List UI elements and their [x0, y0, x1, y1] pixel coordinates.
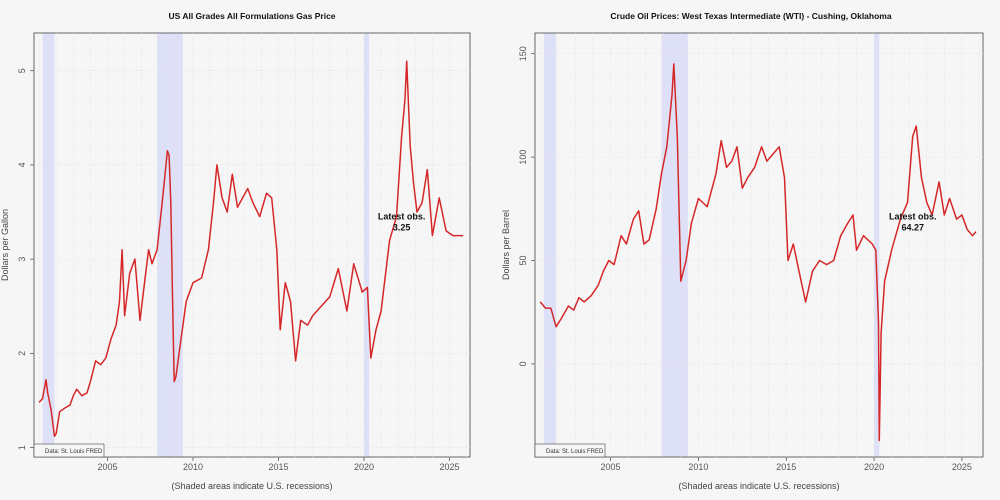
- wti-y-tick-label: 0: [518, 361, 528, 366]
- gas-recession-band: [157, 33, 183, 457]
- gas-x-tick-label: 2015: [268, 462, 288, 472]
- gas-x-axis-label: (Shaded areas indicate U.S. recessions): [171, 481, 332, 491]
- gas-latest-value: 3.25: [393, 222, 411, 232]
- wti-source-note: Data: St. Louis FRED: [546, 449, 604, 455]
- gas-plot-frame: [33, 32, 471, 458]
- gas-source-note: Data: St. Louis FRED: [45, 449, 103, 455]
- gas-y-ticks: 1 2 3 4 5: [17, 68, 34, 450]
- gas-y-tick-label: 2: [17, 351, 27, 356]
- gas-y-tick-label: 4: [17, 162, 27, 167]
- wti-recession-band: [543, 33, 557, 457]
- wti-recession-band: [874, 33, 880, 457]
- wti-panel: Crude Oil Prices: West Texas Intermediat…: [501, 11, 984, 491]
- gas-y-tick-label: 5: [17, 68, 27, 73]
- wti-y-tick-label: 100: [518, 150, 528, 165]
- wti-x-ticks: 2005 2010 2015 2020 2025: [601, 457, 972, 472]
- wti-x-tick-label: 2025: [952, 462, 972, 472]
- gas-y-tick-label: 1: [17, 445, 27, 450]
- gas-x-tick-label: 2020: [354, 462, 374, 472]
- gas-recessions: [42, 33, 370, 457]
- wti-x-axis-label: (Shaded areas indicate U.S. recessions): [678, 481, 839, 491]
- wti-y-ticks: 0 50 100 150: [518, 46, 535, 366]
- wti-plot-frame: [534, 32, 984, 458]
- gas-y-tick-label: 3: [17, 257, 27, 262]
- wti-recessions: [543, 33, 880, 457]
- wti-x-tick-label: 2020: [864, 462, 884, 472]
- gas-x-tick-label: 2010: [183, 462, 203, 472]
- gas-latest-label: Latest obs.: [378, 211, 426, 221]
- wti-x-tick-label: 2005: [601, 462, 621, 472]
- gas-x-ticks: 2005 2010 2015 2020 2025: [98, 457, 459, 472]
- gas-x-tick-label: 2025: [439, 462, 459, 472]
- wti-x-tick-label: 2010: [688, 462, 708, 472]
- wti-x-tick-label: 2015: [776, 462, 796, 472]
- wti-y-tick-label: 50: [518, 256, 528, 266]
- wti-y-axis-label: Dollars per Barrel: [501, 210, 511, 280]
- wti-latest-value: 64.27: [901, 222, 924, 232]
- gas-chart-title: US All Grades All Formulations Gas Price: [168, 11, 335, 21]
- gas-price-panel: US All Grades All Formulations Gas Price…: [0, 11, 471, 491]
- wti-annotation: Latest obs. 64.27: [889, 211, 937, 232]
- wti-chart-title: Crude Oil Prices: West Texas Intermediat…: [610, 11, 891, 21]
- gas-series-line: [38, 60, 464, 438]
- wti-y-tick-label: 150: [518, 46, 528, 61]
- gas-recession-band: [363, 33, 370, 457]
- wti-latest-label: Latest obs.: [889, 211, 937, 221]
- gas-recession-band: [42, 33, 55, 457]
- wti-source-box: [534, 443, 606, 458]
- wti-series-line: [539, 63, 977, 442]
- gas-x-tick-label: 2005: [98, 462, 118, 472]
- gas-y-axis-label: Dollars per Gallon: [0, 209, 10, 281]
- wti-gridlines: [535, 33, 983, 457]
- gas-annotation: Latest obs. 3.25: [378, 211, 426, 232]
- wti-recession-band: [661, 33, 688, 457]
- gas-source-box: [33, 443, 105, 458]
